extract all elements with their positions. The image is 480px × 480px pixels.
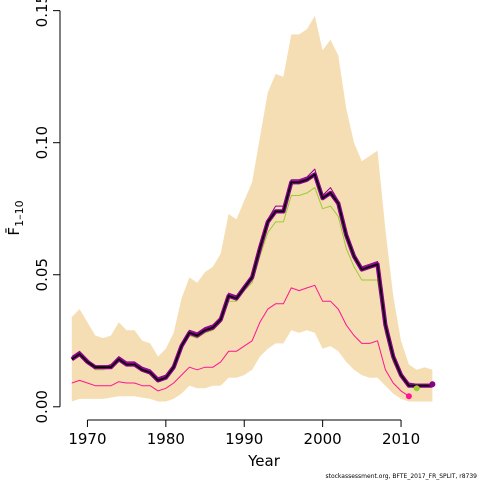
x-tick-label-0: 1970: [68, 430, 106, 448]
series-0-end-point: [405, 393, 412, 400]
series-lines: [70, 168, 433, 397]
series-2-end-point: [429, 381, 436, 388]
y-tick-label-1: 0.05: [33, 258, 51, 291]
series-end-markers: [405, 381, 436, 400]
x-tick-label-3: 2000: [304, 430, 342, 448]
series-0-line: [71, 284, 410, 397]
y-tick-label-2: 0.10: [33, 126, 51, 159]
credit-text: stockassessment.org, BFTE_2017_FR_SPLIT,…: [325, 473, 477, 480]
x-tick-label-1: 1980: [147, 430, 185, 448]
axes: 1970 1980 1990 2000 2010 0.00 0.05 0.10 0.15: [33, 0, 420, 448]
confidence-band: [71, 15, 433, 402]
series-1-end-point: [413, 385, 420, 392]
y-axis-title: F̄1–10: [4, 200, 26, 235]
x-tick-label-4: 2010: [382, 430, 420, 448]
y-axis-title-subscript: 1–10: [13, 200, 26, 227]
svg-text:F̄1–10: F̄1–10: [4, 200, 26, 235]
y-axis-title-main: F̄: [4, 227, 23, 236]
confidence-band-area: [71, 15, 433, 402]
series-3-line: [71, 173, 433, 387]
y-tick-label-0: 0.00: [33, 390, 51, 423]
y-tick-label-3: 0.15: [33, 0, 51, 27]
x-tick-label-2: 1990: [225, 430, 263, 448]
x-axis-title: Year: [247, 452, 281, 470]
